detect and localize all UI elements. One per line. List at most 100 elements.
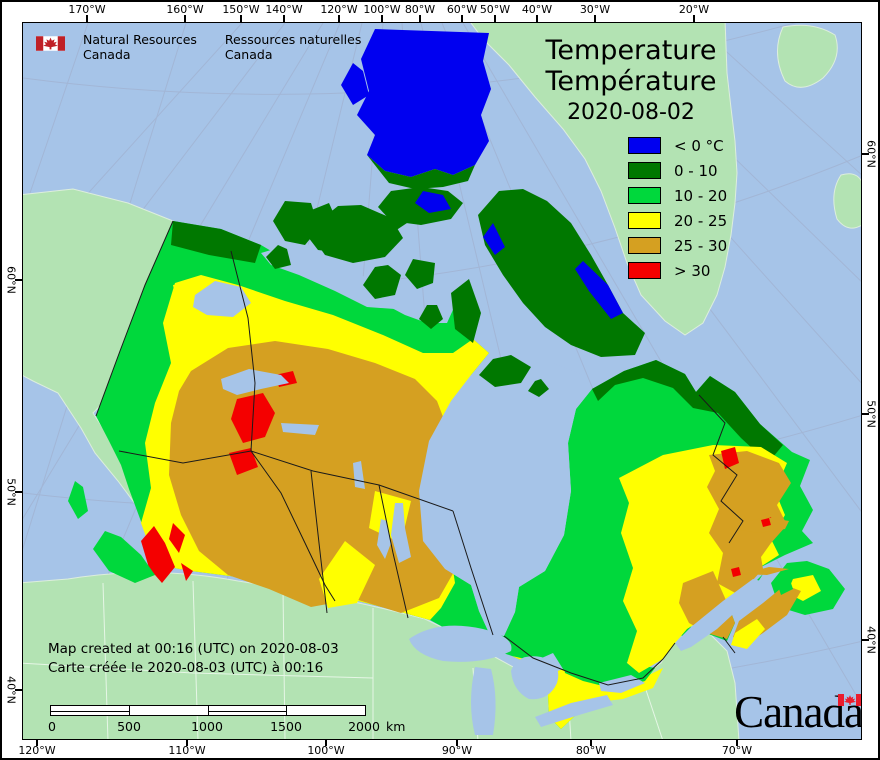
legend-swatch (628, 212, 661, 229)
legend-swatch (628, 237, 661, 254)
amundsen-gulf (261, 241, 395, 309)
logo-text-en: Natural Resources Canada (83, 32, 197, 62)
axis-tick-bottom (186, 739, 188, 746)
axis-tick-top (240, 15, 242, 22)
southampton-island (479, 355, 531, 387)
axis-tick-right (862, 413, 869, 415)
legend-label: 20 - 25 (674, 211, 728, 230)
border-60th-parallel (118, 450, 454, 512)
legend-label: 10 - 20 (674, 186, 728, 205)
lake-superior (409, 625, 512, 662)
east-island (833, 173, 861, 229)
ellesmere-island (357, 29, 491, 177)
islands (68, 29, 845, 649)
scale-bar: 0 500 1000 1500 2000 km (48, 705, 405, 735)
border-qc-nl (698, 394, 744, 544)
axis-label-top: 120°W (320, 3, 358, 16)
legend-item: 0 - 10 (628, 158, 727, 183)
banks-island (273, 201, 319, 245)
title-date: 2020-08-02 (567, 100, 695, 125)
axis-label-bottom: 90°W (441, 744, 473, 757)
legend-item: < 0 °C (628, 133, 727, 158)
canada-flag-icon (36, 36, 65, 51)
border-nb-ns (722, 636, 736, 654)
nrcan-logo: Natural Resources Canada Ressources natu… (36, 32, 361, 62)
border-on-qc (503, 635, 676, 686)
axis-label-top: 30°W (579, 3, 611, 16)
legend-swatch (628, 262, 661, 279)
axis-tick-left (15, 491, 22, 493)
great-bear-lake (193, 281, 251, 317)
lakes (193, 281, 645, 735)
axis-tick-bottom (456, 739, 458, 746)
scale-label: 1000 (191, 719, 223, 734)
axel-heiberg (341, 63, 369, 105)
axis-label-top: 20°W (678, 3, 710, 16)
temperature-legend: < 0 °C 0 - 10 10 - 20 20 - 25 25 - 30 > … (628, 133, 727, 283)
axis-label-top: 60°W (446, 3, 478, 16)
haida-gwaii (68, 481, 88, 519)
border-sk-mb (378, 484, 409, 619)
axis-label-top: 150°W (222, 3, 260, 16)
title-en: Temperature (545, 35, 717, 66)
axis-tick-bottom (36, 739, 38, 746)
canada-temperature-map (23, 23, 861, 739)
map-frame: Natural Resources Canada Ressources natu… (22, 22, 862, 740)
legend-item: 10 - 20 (628, 183, 727, 208)
credit-fr: Carte créée le 2020-08-03 (UTC) à 00:16 (48, 660, 324, 676)
border-alaska-yukon (95, 220, 174, 417)
axis-label-top: 40°W (521, 3, 553, 16)
legend-item: 25 - 30 (628, 233, 727, 258)
legend-item: 20 - 25 (628, 208, 727, 233)
melville-islands (308, 223, 355, 253)
hudson-bay (419, 357, 592, 636)
somerset-island (363, 265, 401, 299)
axis-tick-right (862, 639, 869, 641)
title-fr: Température (545, 66, 717, 97)
prince-edward-island (743, 567, 789, 575)
border-yukon-nwt (230, 250, 256, 452)
map-credits: Map created at 00:16 (UTC) on 2020-08-03… (48, 640, 339, 678)
greenland (470, 23, 738, 336)
scale-label: 0 (48, 719, 56, 734)
axis-tick-top (494, 15, 496, 22)
axis-label-bottom: 70°W (721, 744, 753, 757)
axis-label-top: 140°W (265, 3, 303, 16)
scale-label: 500 (117, 719, 141, 734)
lake-michigan (471, 667, 496, 735)
axis-tick-left (15, 279, 22, 281)
axis-label-bottom: 100°W (307, 744, 345, 757)
king-william-island (419, 305, 443, 329)
axis-label-top: 50°W (479, 3, 511, 16)
lake-athabasca (281, 423, 319, 435)
axis-label-bottom: 110°W (168, 744, 206, 757)
border-bc-ab (250, 450, 336, 602)
scale-bar-graphic (50, 705, 366, 716)
lake-winnipegosis (377, 519, 391, 559)
legend-swatch (628, 137, 661, 154)
axis-label-top: 100°W (363, 3, 401, 16)
axis-tick-right (862, 153, 869, 155)
scale-bar-labels: 0 500 1000 1500 2000 km (48, 719, 405, 735)
reindeer-lake (353, 461, 365, 489)
st-lawrence-estuary (675, 579, 769, 651)
axis-tick-bottom (736, 739, 738, 746)
axis-tick-left (15, 689, 22, 691)
baffin-island (478, 189, 645, 357)
legend-label: 25 - 30 (674, 236, 728, 255)
axis-tick-top (381, 15, 383, 22)
provincial-borders (95, 220, 744, 686)
axis-tick-top (184, 15, 186, 22)
lake-erie (535, 695, 613, 727)
axis-tick-top (419, 15, 421, 22)
scale-unit: km (386, 719, 406, 734)
credit-en: Map created at 00:16 (UTC) on 2020-08-03 (48, 641, 339, 657)
iceland-north-island (777, 24, 838, 88)
axis-tick-top (693, 15, 695, 22)
scale-label: 1500 (270, 719, 302, 734)
logo-fr-line1: Ressources naturelles (224, 32, 362, 47)
canada-wordmark: Canada (683, 687, 861, 737)
axis-label-bottom: 80°W (575, 744, 607, 757)
axis-tick-top (86, 15, 88, 22)
axis-tick-bottom (590, 739, 592, 746)
